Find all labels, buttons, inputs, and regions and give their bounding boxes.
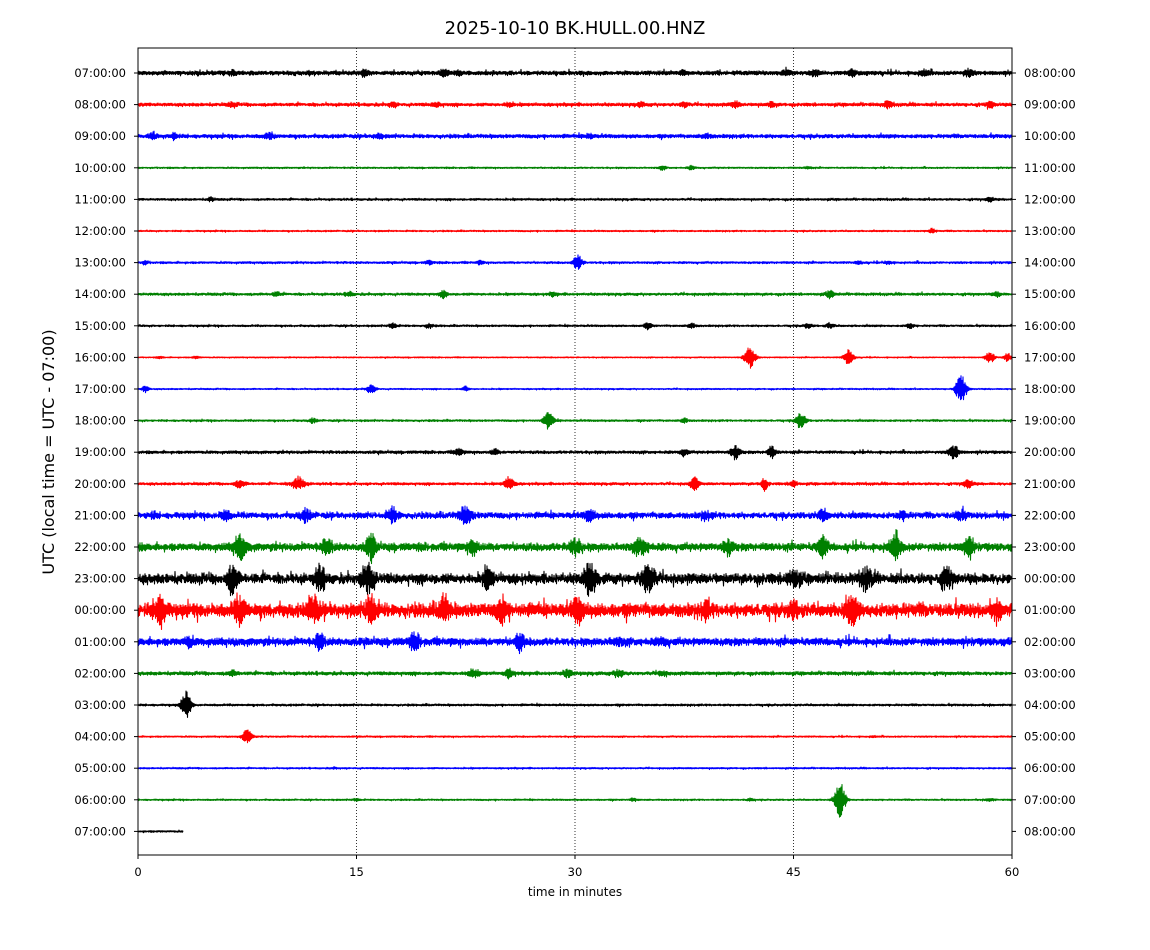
y-tick-label: 14:00:00 [74, 287, 126, 301]
y-tick-label: 07:00:00 [74, 66, 126, 80]
y-tick-label: 20:00:00 [74, 477, 126, 491]
y-tick-label: 17:00:00 [74, 382, 126, 396]
trace-line [137, 667, 1013, 680]
trace-line [137, 729, 1013, 744]
y-tick-label: 17:00:00 [1024, 350, 1076, 364]
trace-line [137, 528, 1013, 565]
trace-line [137, 445, 1013, 461]
grid-lines [356, 48, 794, 855]
y-tick-label: 23:00:00 [1024, 540, 1076, 554]
x-axis-label: time in minutes [528, 885, 622, 899]
y-tick-label: 11:00:00 [1024, 161, 1076, 175]
trace-line [137, 561, 1013, 597]
y-tick-label: 02:00:00 [1024, 635, 1076, 649]
trace-line [137, 375, 1013, 401]
y-tick-label: 21:00:00 [1024, 477, 1076, 491]
y-tick-label: 13:00:00 [1024, 224, 1076, 238]
x-tick-label: 15 [349, 865, 364, 879]
trace-line [137, 254, 1013, 270]
y-tick-label: 23:00:00 [74, 572, 126, 586]
trace-line [137, 829, 184, 834]
y-tick-label: 20:00:00 [1024, 445, 1076, 459]
trace-line [137, 164, 1013, 171]
y-tick-label: 02:00:00 [74, 666, 126, 680]
trace-line [137, 289, 1013, 300]
trace-line [137, 347, 1013, 369]
trace-line [137, 321, 1013, 331]
y-tick-label: 09:00:00 [1024, 98, 1076, 112]
y-tick-label: 10:00:00 [74, 161, 126, 175]
trace-line [137, 100, 1013, 110]
y-tick-label: 18:00:00 [1024, 382, 1076, 396]
trace-line [137, 784, 1013, 818]
right-tick-labels: 08:00:00 09:00:00 10:00:00 11:00:00 12:00:00… [1012, 66, 1076, 838]
y-tick-label: 06:00:00 [74, 793, 126, 807]
y-tick-label: 18:00:00 [74, 414, 126, 428]
y-tick-label: 08:00:00 [1024, 824, 1076, 838]
trace-group [137, 66, 1013, 834]
y-tick-label: 05:00:00 [1024, 730, 1076, 744]
x-tick-labels: 0 15 30 45 60 [134, 855, 1019, 879]
y-tick-label: 14:00:00 [1024, 256, 1076, 270]
y-tick-label: 00:00:00 [74, 603, 126, 617]
y-tick-label: 11:00:00 [74, 192, 126, 206]
left-tick-labels: 07:00:00 08:00:00 09:00:00 10:00:00 11:00:00… [74, 66, 138, 838]
y-tick-label: 16:00:00 [1024, 319, 1076, 333]
y-axis-label: UTC (local time = UTC - 07:00) [39, 329, 58, 574]
y-tick-label: 01:00:00 [74, 635, 126, 649]
y-tick-label: 19:00:00 [1024, 414, 1076, 428]
y-tick-label: 22:00:00 [74, 540, 126, 554]
y-tick-label: 22:00:00 [1024, 508, 1076, 522]
trace-line [137, 227, 1013, 234]
trace-line [137, 66, 1013, 78]
y-tick-label: 05:00:00 [74, 761, 126, 775]
y-tick-label: 10:00:00 [1024, 129, 1076, 143]
y-tick-label: 16:00:00 [74, 350, 126, 364]
y-tick-label: 13:00:00 [74, 256, 126, 270]
trace-line [137, 475, 1013, 492]
y-tick-label: 07:00:00 [74, 824, 126, 838]
trace-line [137, 195, 1013, 203]
trace-line [137, 631, 1013, 655]
y-tick-label: 03:00:00 [74, 698, 126, 712]
trace-line [137, 765, 1013, 771]
y-tick-label: 04:00:00 [74, 730, 126, 744]
y-tick-label: 21:00:00 [74, 508, 126, 522]
y-tick-label: 06:00:00 [1024, 761, 1076, 775]
y-tick-label: 04:00:00 [1024, 698, 1076, 712]
chart-title: 2025-10-10 BK.HULL.00.HNZ [445, 18, 706, 39]
trace-line [137, 690, 1013, 718]
x-tick-label: 45 [786, 865, 801, 879]
trace-line [137, 505, 1013, 525]
y-tick-label: 12:00:00 [1024, 192, 1076, 206]
y-tick-label: 09:00:00 [74, 129, 126, 143]
x-tick-label: 0 [134, 865, 141, 879]
y-tick-label: 12:00:00 [74, 224, 126, 238]
y-tick-label: 15:00:00 [1024, 287, 1076, 301]
y-tick-label: 03:00:00 [1024, 666, 1076, 680]
y-tick-label: 19:00:00 [74, 445, 126, 459]
y-tick-label: 01:00:00 [1024, 603, 1076, 617]
x-tick-label: 30 [568, 865, 583, 879]
y-tick-label: 00:00:00 [1024, 572, 1076, 586]
y-tick-label: 15:00:00 [74, 319, 126, 333]
y-tick-label: 08:00:00 [1024, 66, 1076, 80]
x-tick-label: 60 [1005, 865, 1020, 879]
trace-line [137, 592, 1013, 631]
trace-line [137, 412, 1013, 430]
y-tick-label: 07:00:00 [1024, 793, 1076, 807]
trace-line [137, 130, 1013, 142]
y-tick-label: 08:00:00 [74, 98, 126, 112]
